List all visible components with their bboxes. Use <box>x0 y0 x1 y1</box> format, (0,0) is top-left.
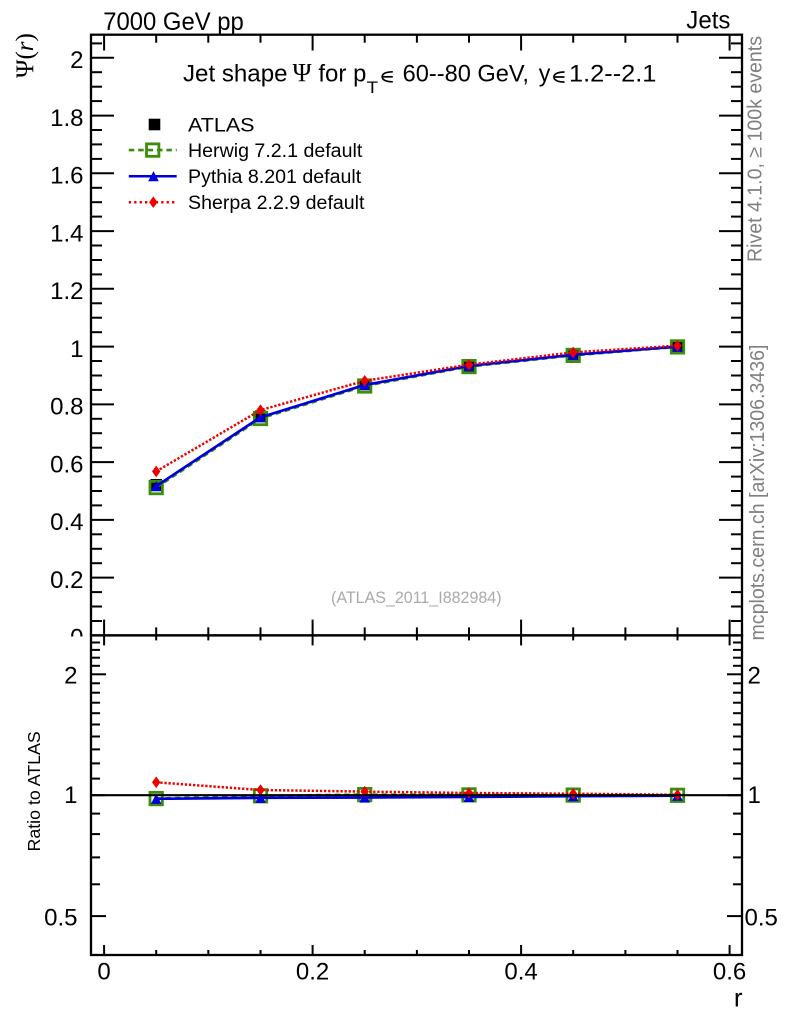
svg-text:ATLAS: ATLAS <box>188 115 255 137</box>
svg-text:7000 GeV pp: 7000 GeV pp <box>103 8 244 36</box>
svg-text:0.6: 0.6 <box>50 451 83 478</box>
svg-text:1: 1 <box>64 782 77 809</box>
svg-text:Pythia 8.201 default: Pythia 8.201 default <box>188 166 362 188</box>
svg-text:0: 0 <box>70 625 83 652</box>
svg-text:0.6: 0.6 <box>713 959 746 986</box>
svg-text:Rivet 4.1.0, ≥ 100k events: Rivet 4.1.0, ≥ 100k events <box>745 36 767 262</box>
svg-text:0.2: 0.2 <box>296 959 329 986</box>
svg-text:60--80 GeV,: 60--80 GeV, <box>403 60 529 87</box>
svg-text:1: 1 <box>748 782 761 809</box>
svg-text:for: for <box>318 60 346 87</box>
svg-text:p: p <box>353 60 366 87</box>
svg-text:1.2--2.1: 1.2--2.1 <box>569 60 656 87</box>
svg-text:0.4: 0.4 <box>50 509 83 536</box>
svg-text:0.5: 0.5 <box>44 904 77 931</box>
svg-text:T: T <box>367 79 379 97</box>
svg-text:(ATLAS_2011_I882984): (ATLAS_2011_I882984) <box>331 588 502 607</box>
svg-text:1.6: 1.6 <box>50 163 83 190</box>
svg-text:Ψ: Ψ <box>293 58 313 87</box>
svg-text:2: 2 <box>64 663 77 690</box>
svg-text:Jet shape: Jet shape <box>183 60 288 87</box>
svg-text:0.8: 0.8 <box>50 394 83 421</box>
svg-text:Ψ(r): Ψ(r) <box>12 33 39 78</box>
svg-text:y: y <box>539 60 551 87</box>
svg-text:0.4: 0.4 <box>504 959 537 986</box>
svg-text:Herwig 7.2.1 default: Herwig 7.2.1 default <box>188 140 363 162</box>
svg-text:2: 2 <box>70 47 83 74</box>
svg-text:Ratio to ATLAS: Ratio to ATLAS <box>24 731 44 851</box>
svg-text:0.2: 0.2 <box>50 567 83 594</box>
svg-text:r: r <box>734 983 743 1013</box>
svg-text:Sherpa 2.2.9 default: Sherpa 2.2.9 default <box>188 192 365 214</box>
svg-text:1.2: 1.2 <box>50 278 83 305</box>
svg-text:0: 0 <box>97 959 110 986</box>
svg-text:mcplots.cern.ch [arXiv:1306.34: mcplots.cern.ch [arXiv:1306.3436] <box>747 345 769 641</box>
svg-text:1.4: 1.4 <box>50 220 83 247</box>
svg-text:1.8: 1.8 <box>50 105 83 132</box>
svg-text:1: 1 <box>70 336 83 363</box>
svg-text:Jets: Jets <box>686 7 730 35</box>
svg-text:0.5: 0.5 <box>745 904 778 931</box>
svg-text:2: 2 <box>748 663 761 690</box>
